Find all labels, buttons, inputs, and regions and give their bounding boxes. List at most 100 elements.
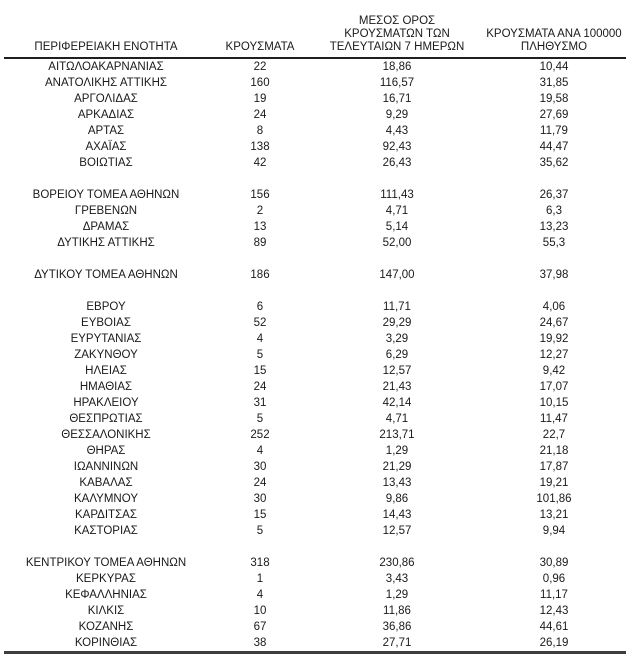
cell-regional-unit: ΗΡΑΚΛΕΙΟΥ — [73, 397, 139, 409]
table-row: ΚΕΝΤΡΙΚΟΥ ΤΟΜΕΑ ΑΘΗΝΩΝ 318 230,86 30,89 — [4, 555, 626, 571]
cell-cases: 186 — [250, 269, 270, 281]
table-row: ΒΟΙΩΤΙΑΣ 42 26,43 35,62 — [4, 155, 626, 171]
table-row: ΑΧΑΪΑΣ 138 92,43 44,47 — [4, 139, 626, 155]
cell-regional-unit: ΔΥΤΙΚΗΣ ΑΤΤΙΚΗΣ — [57, 237, 155, 249]
cell-cases-per-100000: 17,07 — [539, 381, 569, 393]
cell-avg-7-days: 1,29 — [385, 589, 409, 601]
cell-cases: 252 — [250, 429, 270, 441]
cell-cases: 5 — [256, 413, 264, 425]
cell-cases-per-100000: 30,89 — [539, 557, 569, 569]
cell-regional-unit: ΚΙΛΚΙΣ — [87, 605, 125, 617]
cell-cases-per-100000: 4,06 — [542, 301, 566, 313]
cell-cases: 38 — [253, 637, 267, 649]
cell-cases: 30 — [253, 461, 267, 473]
cell-regional-unit: ΚΕΡΚΥΡΑΣ — [76, 573, 136, 585]
table-row: ΑΙΤΩΛΟΑΚΑΡΝΑΝΙΑΣ 22 18,86 10,44 — [4, 58, 626, 75]
cell-avg-7-days: 6,29 — [385, 349, 409, 361]
cell-cases-per-100000: 9,94 — [542, 525, 566, 537]
cell-cases: 6 — [256, 301, 264, 313]
cell-avg-7-days: 3,43 — [385, 573, 409, 585]
spacer-row — [4, 171, 626, 187]
table-row: ΕΥΒΟΙΑΣ 52 29,29 24,67 — [4, 315, 626, 331]
cell-regional-unit: ΚΟΖΑΝΗΣ — [78, 621, 134, 633]
cell-avg-7-days: 147,00 — [379, 269, 415, 281]
col-header-regional-unit: ΠΕΡΙΦΕΡΕΙΑΚΗ ΕΝΟΤΗΤΑ — [4, 4, 208, 59]
cell-regional-unit: ΚΑΣΤΟΡΙΑΣ — [74, 525, 138, 537]
cell-cases-per-100000: 24,67 — [539, 317, 569, 329]
table-row: ΚΙΛΚΙΣ 10 11,86 12,43 — [4, 603, 626, 619]
table-row: ΚΟΡΙΝΘΙΑΣ 38 27,71 26,19 — [4, 635, 626, 653]
cell-avg-7-days: 213,71 — [379, 429, 415, 441]
table-row: ΚΑΣΤΟΡΙΑΣ 5 12,57 9,94 — [4, 523, 626, 539]
cell-cases-per-100000: 10,44 — [539, 61, 569, 73]
table-row: ΗΛΕΙΑΣ 15 12,57 9,42 — [4, 363, 626, 379]
cell-regional-unit: ΙΩΑΝΝΙΝΩΝ — [73, 461, 139, 473]
cell-regional-unit: ΑΡΤΑΣ — [87, 125, 125, 137]
spacer-cell — [4, 251, 626, 267]
col-header-avg-7-days: ΜΕΣΟΣ ΟΡΟΣ ΚΡΟΥΣΜΑΤΩΝ ΤΩΝ ΤΕΛΕΥΤΑΙΩΝ 7 Η… — [312, 4, 482, 59]
cell-avg-7-days: 92,43 — [382, 141, 412, 153]
cell-cases-per-100000: 13,21 — [539, 509, 569, 521]
cell-cases-per-100000: 0,96 — [542, 573, 566, 585]
cell-cases: 1 — [256, 573, 264, 585]
cell-cases: 8 — [256, 125, 264, 137]
cell-avg-7-days: 1,29 — [385, 445, 409, 457]
cell-avg-7-days: 13,43 — [382, 477, 412, 489]
cell-avg-7-days: 5,14 — [385, 221, 409, 233]
cell-cases: 13 — [253, 221, 267, 233]
cell-cases: 4 — [256, 589, 264, 601]
cell-regional-unit: ΒΟΡΕΙΟΥ ΤΟΜΕΑ ΑΘΗΝΩΝ — [32, 189, 180, 201]
cell-cases-per-100000: 44,61 — [539, 621, 569, 633]
cell-avg-7-days: 230,86 — [379, 557, 415, 569]
cell-regional-unit: ΚΑΡΔΙΤΣΑΣ — [75, 509, 137, 521]
cell-cases-per-100000: 26,37 — [539, 189, 569, 201]
cell-avg-7-days: 12,57 — [382, 365, 412, 377]
col-header-cases: ΚΡΟΥΣΜΑΤΑ — [208, 4, 312, 59]
cell-regional-unit: ΚΕΦΑΛΛΗΝΙΑΣ — [65, 589, 147, 601]
table-row: ΚΑΡΔΙΤΣΑΣ 15 14,43 13,21 — [4, 507, 626, 523]
table-row: ΑΡΤΑΣ 8 4,43 11,79 — [4, 123, 626, 139]
table-row: ΔΥΤΙΚΗΣ ΑΤΤΙΚΗΣ 89 52,00 55,3 — [4, 235, 626, 251]
table-row: ΖΑΚΥΝΘΟΥ 5 6,29 12,27 — [4, 347, 626, 363]
cell-regional-unit: ΚΟΡΙΝΘΙΑΣ — [74, 637, 138, 649]
cell-cases-per-100000: 22,7 — [542, 429, 566, 441]
spacer-cell — [4, 283, 626, 299]
cell-avg-7-days: 116,57 — [379, 77, 415, 89]
regional-cases-table: ΠΕΡΙΦΕΡΕΙΑΚΗ ΕΝΟΤΗΤΑ ΚΡΟΥΣΜΑΤΑ ΜΕΣΟΣ ΟΡΟ… — [4, 4, 626, 654]
table-row: ΗΡΑΚΛΕΙΟΥ 31 42,14 10,15 — [4, 395, 626, 411]
table-row: ΕΒΡΟΥ 6 11,71 4,06 — [4, 299, 626, 315]
table-row: ΕΥΡΥΤΑΝΙΑΣ 4 3,29 19,92 — [4, 331, 626, 347]
cell-cases-per-100000: 37,98 — [539, 269, 569, 281]
cell-regional-unit: ΖΑΚΥΝΘΟΥ — [74, 349, 138, 361]
spacer-row — [4, 539, 626, 555]
cell-avg-7-days: 27,71 — [382, 637, 412, 649]
cell-cases-per-100000: 19,21 — [539, 477, 569, 489]
cell-avg-7-days: 52,00 — [382, 237, 412, 249]
cell-cases: 2 — [256, 205, 264, 217]
cell-regional-unit: ΑΡΚΑΔΙΑΣ — [77, 109, 135, 121]
cell-avg-7-days: 14,43 — [382, 509, 412, 521]
cell-avg-7-days: 4,43 — [385, 125, 409, 137]
cell-cases: 160 — [250, 77, 270, 89]
cell-avg-7-days: 3,29 — [385, 333, 409, 345]
table-row: ΘΗΡΑΣ 4 1,29 21,18 — [4, 443, 626, 459]
spacer-cell — [4, 171, 626, 187]
cell-regional-unit: ΘΕΣΠΡΩΤΙΑΣ — [69, 413, 143, 425]
cell-regional-unit: ΔΡΑΜΑΣ — [82, 221, 130, 233]
table-row: ΔΥΤΙΚΟΥ ΤΟΜΕΑ ΑΘΗΝΩΝ 186 147,00 37,98 — [4, 267, 626, 283]
cell-cases: 30 — [253, 493, 267, 505]
cell-cases: 24 — [253, 381, 267, 393]
table-row: ΚΕΡΚΥΡΑΣ 1 3,43 0,96 — [4, 571, 626, 587]
cell-avg-7-days: 29,29 — [382, 317, 412, 329]
table-row: ΘΕΣΠΡΩΤΙΑΣ 5 4,71 11,47 — [4, 411, 626, 427]
table-row: ΘΕΣΣΑΛΟΝΙΚΗΣ 252 213,71 22,7 — [4, 427, 626, 443]
cell-avg-7-days: 16,71 — [382, 93, 412, 105]
cell-avg-7-days: 21,29 — [382, 461, 412, 473]
cell-regional-unit: ΑΝΑΤΟΛΙΚΗΣ ΑΤΤΙΚΗΣ — [44, 77, 167, 89]
cell-cases: 67 — [253, 621, 267, 633]
cell-cases: 52 — [253, 317, 267, 329]
cell-cases: 42 — [253, 157, 267, 169]
spacer-cell — [4, 539, 626, 555]
cell-cases-per-100000: 27,69 — [539, 109, 569, 121]
